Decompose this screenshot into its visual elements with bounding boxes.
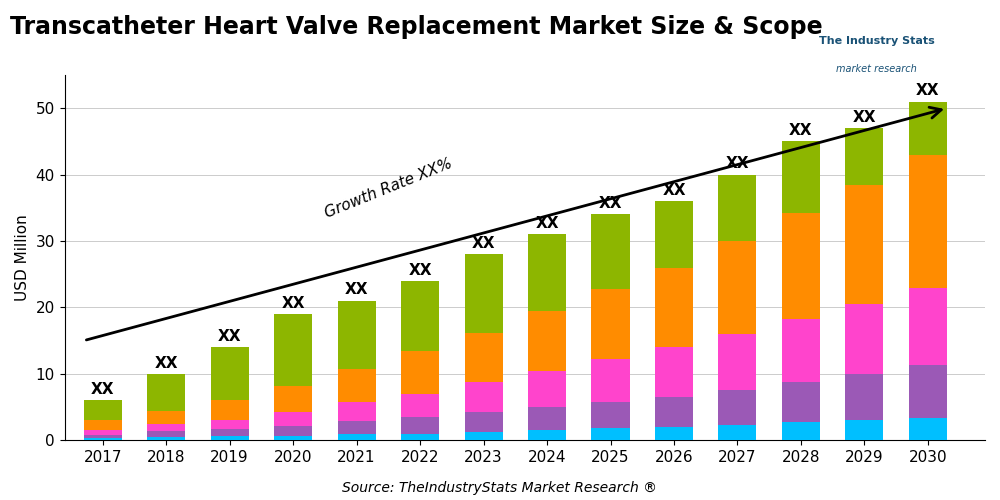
Y-axis label: USD Million: USD Million [15,214,30,301]
Bar [84,430,122,435]
Text: XX: XX [662,183,686,198]
Bar [718,174,756,241]
Bar [211,348,249,401]
Text: XX: XX [599,196,622,211]
Bar [274,386,312,412]
Bar [274,412,312,426]
Bar [845,420,883,440]
Bar [147,437,185,440]
Bar [147,424,185,431]
Bar [909,364,947,418]
Bar [401,350,439,394]
Bar [84,438,122,440]
Bar [401,417,439,434]
Bar [591,358,630,402]
Bar [338,421,376,434]
Bar [211,400,249,420]
Bar [465,412,503,432]
Bar [465,432,503,440]
Bar [528,311,566,370]
Bar [845,184,883,304]
Bar [655,397,693,427]
Bar [909,288,947,364]
Text: Growth Rate XX%: Growth Rate XX% [322,156,454,221]
Bar [274,436,312,440]
Bar [782,422,820,440]
Text: XX: XX [472,236,495,251]
Bar [782,320,820,382]
Bar [528,234,566,311]
Bar [401,434,439,440]
Bar [274,426,312,436]
Text: XX: XX [218,329,241,344]
Bar [782,213,820,320]
Bar [338,434,376,440]
Bar [718,390,756,425]
Bar [274,314,312,386]
Text: XX: XX [853,110,876,125]
Bar [338,402,376,421]
Bar [845,374,883,420]
Text: Source: TheIndustryStats Market Research ®: Source: TheIndustryStats Market Research… [342,481,658,495]
Bar [718,334,756,390]
Bar [211,420,249,429]
Text: XX: XX [281,296,305,311]
Bar [718,425,756,440]
Text: XX: XX [535,216,559,231]
Bar [211,429,249,436]
Text: XX: XX [726,156,749,172]
Bar [465,382,503,412]
Bar [338,301,376,369]
Bar [147,374,185,411]
Bar [465,254,503,332]
Text: XX: XX [91,382,114,397]
Bar [845,128,883,184]
Bar [782,142,820,213]
Bar [782,382,820,422]
Text: XX: XX [789,123,813,138]
Bar [338,369,376,402]
Bar [401,281,439,350]
Text: market research: market research [836,64,917,74]
Text: XX: XX [408,262,432,278]
Bar [147,411,185,424]
Bar [909,156,947,288]
Bar [528,370,566,407]
Bar [591,214,630,289]
Bar [465,332,503,382]
Text: XX: XX [154,356,178,370]
Bar [591,402,630,428]
Bar [84,435,122,438]
Bar [211,436,249,440]
Bar [909,102,947,156]
Bar [591,289,630,358]
Bar [147,431,185,437]
Bar [655,201,693,268]
Bar [528,407,566,430]
Bar [655,427,693,440]
Bar [84,400,122,420]
Bar [84,420,122,430]
Text: The Industry Stats: The Industry Stats [819,36,934,46]
Bar [909,418,947,440]
Bar [845,304,883,374]
Text: XX: XX [916,83,940,98]
Text: Transcatheter Heart Valve Replacement Market Size & Scope: Transcatheter Heart Valve Replacement Ma… [10,15,823,39]
Bar [401,394,439,417]
Bar [528,430,566,440]
Bar [655,348,693,397]
Text: XX: XX [345,282,368,298]
Bar [655,268,693,347]
Bar [718,241,756,334]
Bar [591,428,630,440]
